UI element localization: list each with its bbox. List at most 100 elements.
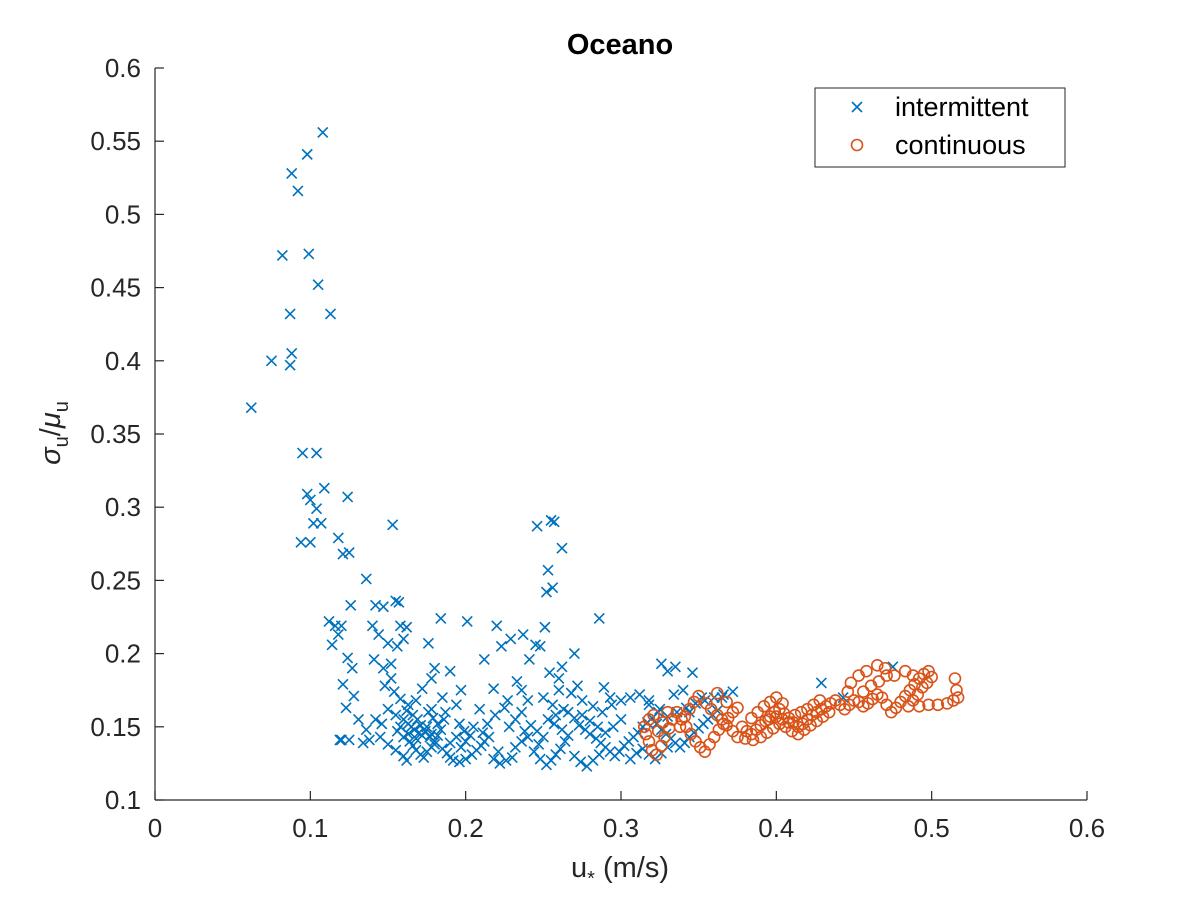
intermittent-point xyxy=(460,753,472,765)
intermittent-point xyxy=(318,482,330,494)
y-tick-label: 0.35 xyxy=(90,419,141,449)
y-label-slash: / xyxy=(35,427,67,436)
intermittent-point xyxy=(643,694,655,707)
intermittent-point xyxy=(357,737,369,749)
intermittent-point xyxy=(522,731,534,743)
intermittent-point xyxy=(390,709,402,721)
intermittent-point xyxy=(390,595,402,607)
intermittent-point xyxy=(385,672,397,685)
intermittent-point xyxy=(554,743,566,755)
intermittent-point xyxy=(342,652,354,664)
continuous-point xyxy=(757,700,771,713)
legend-marker-continuous xyxy=(850,138,864,152)
continuous-point xyxy=(807,698,820,712)
intermittent-point xyxy=(388,686,400,698)
intermittent-point xyxy=(630,747,643,759)
intermittent-point xyxy=(547,582,559,594)
intermittent-point xyxy=(556,661,568,673)
continuous-point xyxy=(797,723,811,737)
legend: intermittent continuous xyxy=(814,87,1066,168)
continuous-point xyxy=(880,669,893,682)
continuous-point xyxy=(822,705,836,719)
continuous-point xyxy=(922,698,935,712)
continuous-point xyxy=(922,664,935,678)
intermittent-point xyxy=(613,746,626,758)
continuous-point xyxy=(661,705,674,719)
intermittent-point xyxy=(310,447,323,459)
x-tick-label: 0.5 xyxy=(914,813,950,843)
intermittent-point xyxy=(542,713,554,726)
intermittent-point xyxy=(370,713,382,726)
legend-box xyxy=(814,87,1066,168)
y-tick-label: 0.5 xyxy=(105,199,141,229)
continuous-point xyxy=(738,732,752,745)
continuous-point xyxy=(950,683,963,697)
intermittent-point xyxy=(545,514,557,526)
continuous-point xyxy=(776,713,789,726)
intermittent-point xyxy=(542,564,554,576)
intermittent-point xyxy=(584,715,596,727)
intermittent-point xyxy=(615,694,627,707)
intermittent-point xyxy=(533,738,545,750)
continuous-point xyxy=(731,701,744,715)
intermittent-point xyxy=(324,308,337,320)
intermittent-point xyxy=(453,718,466,730)
intermittent-point xyxy=(401,621,413,633)
continuous-point xyxy=(788,708,802,722)
continuous-point xyxy=(711,686,724,700)
intermittent-point xyxy=(245,402,257,414)
continuous-point xyxy=(762,713,775,726)
intermittent-point xyxy=(455,684,467,696)
intermittent-point xyxy=(539,621,551,633)
x-tick-label: 0.1 xyxy=(292,813,328,843)
intermittent-point xyxy=(491,620,503,632)
intermittent-point xyxy=(292,185,304,197)
continuous-point xyxy=(878,661,892,675)
chart-title: Oceano xyxy=(567,29,673,61)
intermittent-point xyxy=(317,126,329,138)
continuous-point xyxy=(940,697,954,710)
continuous-point xyxy=(770,710,783,723)
intermittent-point xyxy=(297,447,309,459)
intermittent-point xyxy=(458,725,470,737)
intermittent-point xyxy=(301,148,313,160)
intermittent-point xyxy=(335,620,347,632)
intermittent-point xyxy=(498,702,511,714)
intermittent-point xyxy=(488,683,500,695)
intermittent-point xyxy=(286,347,298,360)
intermittent-point xyxy=(376,718,388,730)
intermittent-point xyxy=(547,699,559,711)
intermittent-point xyxy=(377,601,389,613)
intermittent-point xyxy=(429,662,441,674)
intermittent-point xyxy=(606,699,618,711)
continuous-point xyxy=(746,733,760,747)
intermittent-point xyxy=(474,703,486,715)
intermittent-point xyxy=(548,718,560,730)
intermittent-point xyxy=(460,735,472,748)
x-label-rest: (m/s) xyxy=(595,852,669,884)
y-label-sigma: σ xyxy=(35,446,67,465)
intermittent-point xyxy=(565,687,577,699)
intermittent-point xyxy=(337,678,349,690)
continuous-point xyxy=(720,695,733,709)
plot-area xyxy=(155,68,1087,800)
intermittent-point xyxy=(334,734,346,746)
intermittent-point xyxy=(598,681,610,693)
y-tick-label: 0.25 xyxy=(90,565,141,595)
legend-o-marker xyxy=(850,138,864,152)
intermittent-point xyxy=(312,279,324,291)
intermittent-point xyxy=(304,494,316,506)
intermittent-point xyxy=(444,665,456,677)
intermittent-point xyxy=(686,667,699,679)
intermittent-point xyxy=(488,753,500,765)
intermittent-point xyxy=(382,703,394,715)
intermittent-point xyxy=(410,694,422,707)
intermittent-point xyxy=(304,536,316,548)
intermittent-point xyxy=(276,249,288,261)
intermittent-point xyxy=(295,536,307,548)
intermittent-point xyxy=(522,694,534,707)
x-tick-label: 0.4 xyxy=(758,813,794,843)
intermittent-point xyxy=(553,672,565,685)
y-tick-label: 0.3 xyxy=(105,492,141,522)
continuous-point xyxy=(785,724,799,738)
